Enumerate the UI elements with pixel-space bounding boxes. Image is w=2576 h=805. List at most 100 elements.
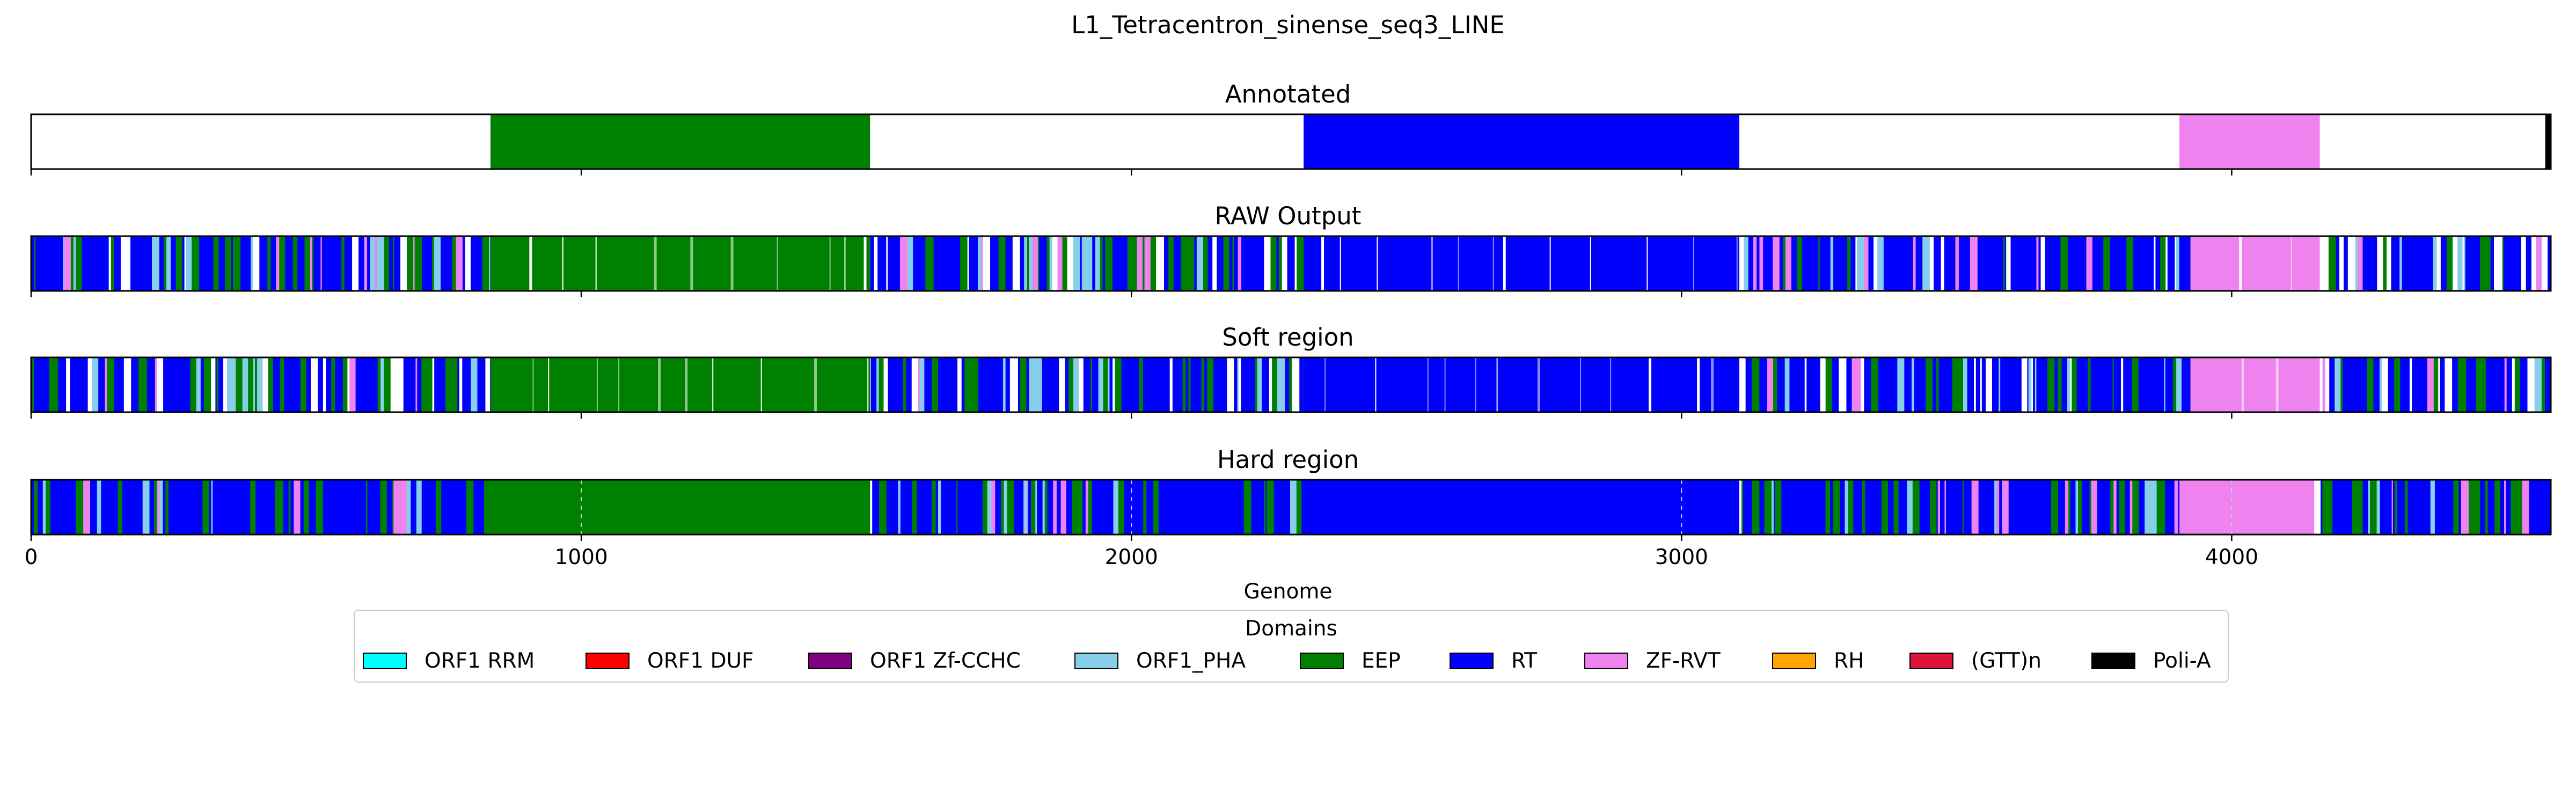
noise-stripe [1232,480,1239,535]
noise-stripe [1050,480,1053,535]
noise-stripe [1833,236,1835,291]
noise-stripe [2182,357,2189,412]
noise-stripe [131,357,139,412]
noise-stripe [2008,480,2010,535]
noise-stripe [2452,357,2458,412]
noise-stripe [1962,480,1964,535]
noise-stripe [1952,357,1958,412]
noise-stripe [369,357,377,412]
noise-stripe [1255,357,1258,412]
noise-stripe [1012,236,1021,291]
noise-stripe [1791,236,1794,291]
noise-stripe [439,480,442,535]
noise-stripe [1989,480,1995,535]
noise-stripe [422,236,428,291]
noise-stripe [2465,236,2469,291]
noise-stripe [1213,357,1220,412]
noise-stripe [232,357,236,412]
noise-stripe [211,480,213,535]
noise-stripe [1108,357,1110,412]
noise-stripe [2541,357,2545,412]
noise-stripe [74,236,76,291]
noise-stripe [226,357,233,412]
noise-stripe [434,236,441,291]
noise-stripe [2139,480,2145,535]
noise-stripe [1785,236,1792,291]
noise-stripe [1130,236,1137,291]
noise-stripe [2480,480,2486,535]
noise-stripe [370,236,376,291]
noise-stripe [1839,357,1847,412]
noise-stripe [1029,236,1033,291]
noise-stripe [2176,236,2180,291]
noise-stripe [70,357,77,412]
noise-stripe [242,357,248,412]
noise-stripe [444,236,451,291]
noise-stripe [82,236,85,291]
segment-rt [1304,236,1739,291]
noise-stripe [2160,480,2165,535]
noise-stripe [2377,236,2384,291]
noise-stripe [1967,357,1974,412]
noise-stripe [414,236,422,291]
noise-stripe [1929,480,1937,535]
noise-stripe [870,236,875,291]
noise-stripe [267,236,271,291]
noise-stripe [1153,236,1157,291]
noise-stripe [114,357,116,412]
noise-stripe [200,357,204,412]
noise-stripe [1092,236,1096,291]
noise-stripe [1092,480,1100,535]
noise-stripe [2138,236,2141,291]
noise-stripe [1177,357,1183,412]
noise-stripe [2121,357,2124,412]
noise-stripe [1023,480,1028,535]
noise-stripe [1856,236,1864,291]
noise-stripe [462,357,466,412]
noise-stripe [1974,357,1977,412]
noise-stripe [1267,480,1275,535]
noise-stripe [1907,236,1914,291]
noise-stripe [253,236,259,291]
noise-stripe [872,480,880,535]
noise-stripe [2519,480,2523,535]
noise-stripe [997,236,999,291]
noise-stripe [935,480,939,535]
noise-stripe [1809,236,1814,291]
noise-stripe [2436,236,2441,291]
noise-stripe [113,480,119,535]
noise-stripe [986,357,992,412]
noise-stripe [2409,357,2412,412]
noise-stripe [2520,357,2528,412]
noise-stripe [250,480,256,535]
noise-stripe [1764,480,1772,535]
noise-stripe [1844,236,1848,291]
noise-stripe [1069,357,1074,412]
noise-stripe [2437,480,2443,535]
noise-stripe [1992,357,1999,412]
noise-stripe [2370,480,2372,535]
noise-stripe [2129,480,2133,535]
noise-stripe [2487,480,2491,535]
noise-stripe [240,236,244,291]
noise-stripe [1762,357,1768,412]
noise-stripe [2384,480,2392,535]
noise-stripe [1257,357,1262,412]
noise-stripe [917,480,921,535]
noise-stripe [1838,236,1845,291]
noise-stripe [2322,480,2329,535]
noise-stripe [264,236,266,291]
noise-stripe [297,236,305,291]
noise-stripe [1951,236,1954,291]
noise-stripe [445,357,453,412]
noise-stripe [363,357,369,412]
noise-stripe [223,357,228,412]
noise-stripe [1297,236,1304,291]
noise-stripe [1238,357,1241,412]
x-tick-label: 1000 [554,545,608,569]
noise-stripe [1887,480,1891,535]
noise-stripe [2000,357,2007,412]
noise-stripe [452,236,457,291]
noise-stripe [1123,236,1128,291]
noise-stripe [337,236,342,291]
